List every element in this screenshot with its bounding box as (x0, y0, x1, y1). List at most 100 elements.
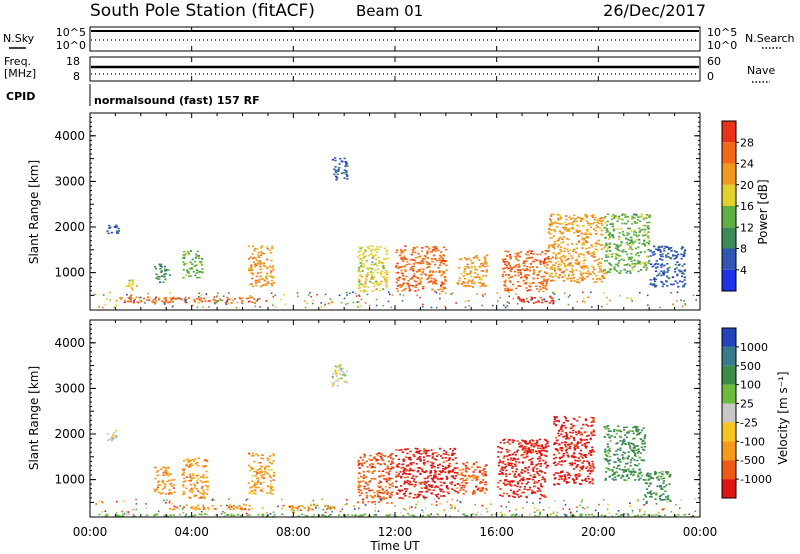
data-cell (544, 257, 547, 260)
data-cell (188, 515, 191, 518)
data-cell (472, 493, 475, 495)
data-cell (555, 416, 558, 418)
data-cell (539, 501, 541, 504)
data-cell (587, 270, 590, 272)
data-cell (195, 272, 198, 274)
data-cell (216, 294, 219, 297)
data-cell (374, 514, 378, 516)
data-cell (636, 464, 639, 467)
data-cell (647, 485, 651, 488)
data-cell (573, 218, 576, 221)
data-cell (572, 429, 575, 432)
data-cell (609, 430, 612, 432)
data-cell (295, 506, 298, 509)
data-cell (358, 301, 360, 303)
data-cell (573, 514, 576, 517)
data-cell (600, 514, 603, 517)
data-cell (206, 460, 209, 462)
data-cell (407, 514, 410, 516)
data-cell (483, 265, 486, 268)
data-cell (358, 494, 362, 497)
data-cell (269, 249, 272, 252)
y-tick-label: 4000 (54, 336, 85, 350)
data-cell (112, 436, 115, 439)
data-cell (157, 510, 160, 513)
data-cell (536, 452, 539, 455)
data-cell (176, 297, 180, 299)
data-cell (591, 222, 594, 225)
data-cell (408, 480, 411, 483)
data-cell (403, 488, 407, 490)
data-cell (103, 515, 106, 517)
data-cell (386, 257, 389, 259)
data-cell (313, 503, 315, 506)
data-cell (468, 475, 471, 477)
data-cell (618, 294, 621, 297)
data-cell (182, 276, 185, 279)
velocity-panel (95, 363, 697, 518)
data-cell (613, 243, 616, 246)
data-cell (404, 245, 407, 247)
data-cell (666, 271, 669, 273)
data-cell (544, 249, 547, 252)
data-cell (396, 492, 399, 494)
data-cell (464, 474, 467, 477)
data-cell (607, 433, 610, 436)
data-cell (117, 514, 120, 517)
data-cell (339, 363, 342, 366)
data-cell (533, 482, 536, 485)
data-cell (505, 261, 509, 263)
data-cell (592, 465, 595, 467)
data-cell (537, 445, 540, 447)
data-cell (375, 304, 378, 307)
data-cell (458, 266, 461, 269)
data-cell (680, 248, 683, 250)
data-cell (411, 284, 415, 287)
data-cell (147, 292, 149, 295)
data-cell (499, 479, 502, 482)
data-cell (412, 268, 415, 270)
data-cell (646, 233, 649, 235)
data-cell (199, 476, 203, 478)
data-cell (381, 458, 384, 461)
data-cell (588, 450, 591, 452)
data-cell (497, 456, 500, 458)
data-cell (190, 478, 193, 480)
data-cell (548, 244, 551, 247)
data-cell (621, 222, 624, 225)
data-cell (257, 255, 260, 257)
data-cell (152, 299, 155, 301)
data-cell (195, 253, 198, 256)
data-cell (472, 463, 475, 466)
data-cell (647, 492, 650, 494)
data-cell (595, 224, 598, 227)
data-cell (255, 300, 258, 302)
data-cell (557, 219, 560, 221)
data-cell (499, 461, 502, 463)
data-cell (415, 475, 418, 478)
data-cell (335, 170, 338, 172)
data-cell (199, 492, 202, 494)
data-cell (561, 259, 564, 262)
data-cell (409, 483, 412, 486)
data-cell (658, 249, 661, 251)
y-tick-label: 2000 (54, 220, 85, 234)
data-cell (629, 447, 632, 449)
data-cell (585, 439, 588, 441)
data-cell (627, 227, 630, 230)
data-cell (516, 302, 519, 305)
data-cell (648, 491, 651, 493)
data-cell (520, 444, 523, 447)
data-cell (549, 219, 553, 222)
data-cell (595, 275, 598, 277)
data-cell (166, 480, 169, 483)
data-cell (622, 471, 625, 473)
data-cell (528, 486, 532, 489)
data-cell (139, 299, 141, 302)
data-cell (259, 251, 262, 253)
data-cell (428, 455, 431, 457)
data-cell (613, 436, 616, 438)
data-cell (606, 249, 609, 251)
data-cell (642, 266, 645, 268)
data-cell (185, 299, 187, 302)
